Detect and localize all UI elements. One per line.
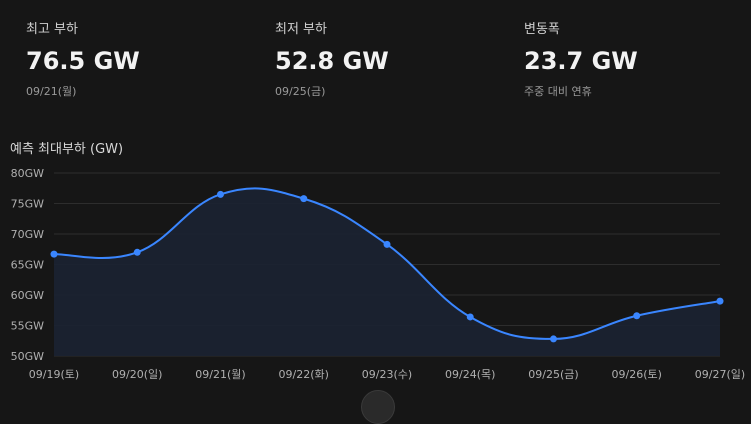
y-tick-label: 65GW (11, 259, 45, 272)
stat-variation: 변동폭 23.7 GW 주중 대비 연휴 (524, 18, 638, 99)
stat-sub: 09/25(금) (275, 85, 326, 98)
x-tick-label: 09/19(토) (29, 368, 79, 381)
x-tick-label: 09/25(금) (528, 368, 578, 381)
data-point[interactable] (300, 195, 308, 203)
data-point[interactable] (466, 313, 474, 321)
series-area (54, 188, 720, 356)
load-forecast-chart: 50GW 55GW 60GW 65GW 70GW 75GW 80GW 09/19(토) 09/2… (11, 167, 746, 381)
stat-sub: 09/21(월) (26, 85, 77, 98)
stat-sub: 주중 대비 연휴 (524, 85, 592, 98)
y-tick-label: 70GW (11, 228, 45, 241)
chart-title: 예측 최대부하 (GW) (10, 142, 124, 157)
stat-max-load: 최고 부하 76.5 GW 09/21(월) (26, 18, 140, 99)
x-tick-label: 09/20(일) (112, 367, 162, 381)
data-point[interactable] (50, 250, 58, 258)
data-point[interactable] (383, 240, 391, 248)
stat-value: 52.8 GW (275, 47, 389, 75)
x-tick-label: 09/23(수) (362, 368, 412, 381)
stat-label: 변동폭 (524, 22, 560, 37)
stat-min-load: 최저 부하 52.8 GW 09/25(금) (275, 18, 389, 99)
x-tick-label: 09/26(토) (612, 368, 662, 381)
data-point[interactable] (133, 248, 141, 256)
x-tick-label: 09/27(일) (695, 367, 745, 381)
scroll-handle[interactable] (361, 390, 395, 424)
x-tick-label: 09/21(월) (195, 368, 245, 381)
y-tick-label: 55GW (11, 320, 45, 333)
data-point[interactable] (716, 297, 724, 305)
stats-panel: 최고 부하 76.5 GW 09/21(월) 최저 부하 52.8 GW 09/… (0, 0, 751, 120)
x-tick-label: 09/24(목) (445, 368, 495, 381)
stat-value: 23.7 GW (524, 47, 638, 75)
stat-label: 최고 부하 (26, 22, 78, 37)
y-tick-label: 50GW (11, 350, 45, 363)
y-tick-label: 60GW (11, 289, 45, 302)
data-point[interactable] (633, 312, 641, 320)
x-tick-label: 09/22(화) (279, 368, 329, 381)
stat-label: 최저 부하 (275, 22, 327, 37)
data-point[interactable] (550, 335, 557, 343)
data-point[interactable] (217, 190, 224, 198)
y-tick-label: 80GW (11, 167, 45, 180)
y-tick-label: 75GW (11, 198, 45, 211)
stat-value: 76.5 GW (26, 47, 140, 75)
